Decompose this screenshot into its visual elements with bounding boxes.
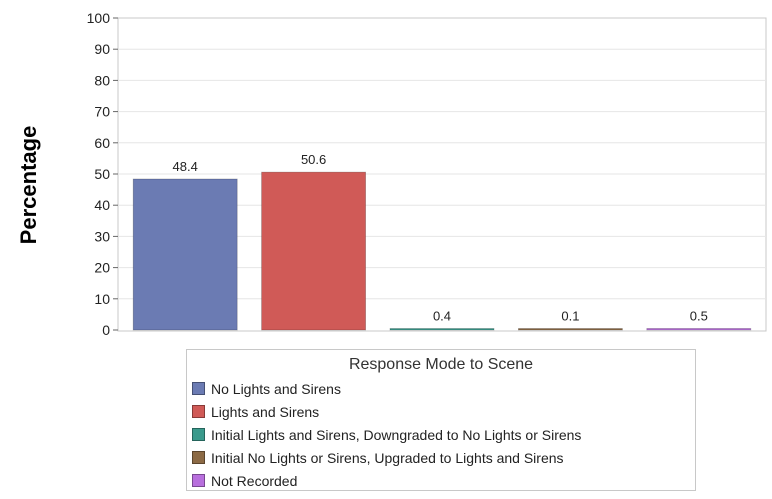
y-tick-label: 10 <box>94 291 110 307</box>
legend-item: Initial Lights and Sirens, Downgraded to… <box>187 423 695 446</box>
bar <box>132 178 238 331</box>
legend-item: Initial No Lights or Sirens, Upgraded to… <box>187 446 695 469</box>
legend-label: No Lights and Sirens <box>211 380 341 397</box>
legend-label: Initial No Lights or Sirens, Upgraded to… <box>211 449 564 466</box>
bar-value-label: 50.6 <box>301 152 326 167</box>
bar-value-label: 0.1 <box>561 309 579 324</box>
bar <box>518 328 623 331</box>
legend-swatch <box>192 451 205 464</box>
legend-item: Lights and Sirens <box>187 400 695 423</box>
y-tick-label: 40 <box>94 197 110 213</box>
y-tick-label: 0 <box>102 322 110 338</box>
legend-item: No Lights and Sirens <box>187 377 695 400</box>
bar <box>261 171 367 331</box>
legend-label: Lights and Sirens <box>211 403 320 420</box>
bar-value-label: 0.4 <box>433 309 451 324</box>
y-tick-label: 90 <box>94 41 110 57</box>
bar <box>389 328 495 331</box>
legend-label: Not Recorded <box>211 472 298 489</box>
y-axis-label: Percentage <box>16 125 41 245</box>
y-tick-label: 80 <box>94 72 110 88</box>
bar-value-label: 0.5 <box>690 308 708 323</box>
bar-value-label: 48.4 <box>173 159 198 174</box>
y-tick-label: 20 <box>94 260 110 276</box>
legend: Response Mode to Scene No Lights and Sir… <box>186 349 696 491</box>
legend-label: Initial Lights and Sirens, Downgraded to… <box>211 426 582 443</box>
bar <box>646 328 752 331</box>
y-tick-label: 50 <box>94 166 110 182</box>
legend-swatch <box>192 474 205 487</box>
legend-swatch <box>192 405 205 418</box>
y-tick-label: 70 <box>94 104 110 120</box>
legend-swatch <box>192 428 205 441</box>
y-tick-label: 60 <box>94 135 110 151</box>
legend-item: Not Recorded <box>187 469 695 492</box>
y-tick-label: 100 <box>87 10 111 26</box>
y-tick-label: 30 <box>94 228 110 244</box>
legend-title: Response Mode to Scene <box>348 356 534 373</box>
legend-swatch <box>192 382 205 395</box>
